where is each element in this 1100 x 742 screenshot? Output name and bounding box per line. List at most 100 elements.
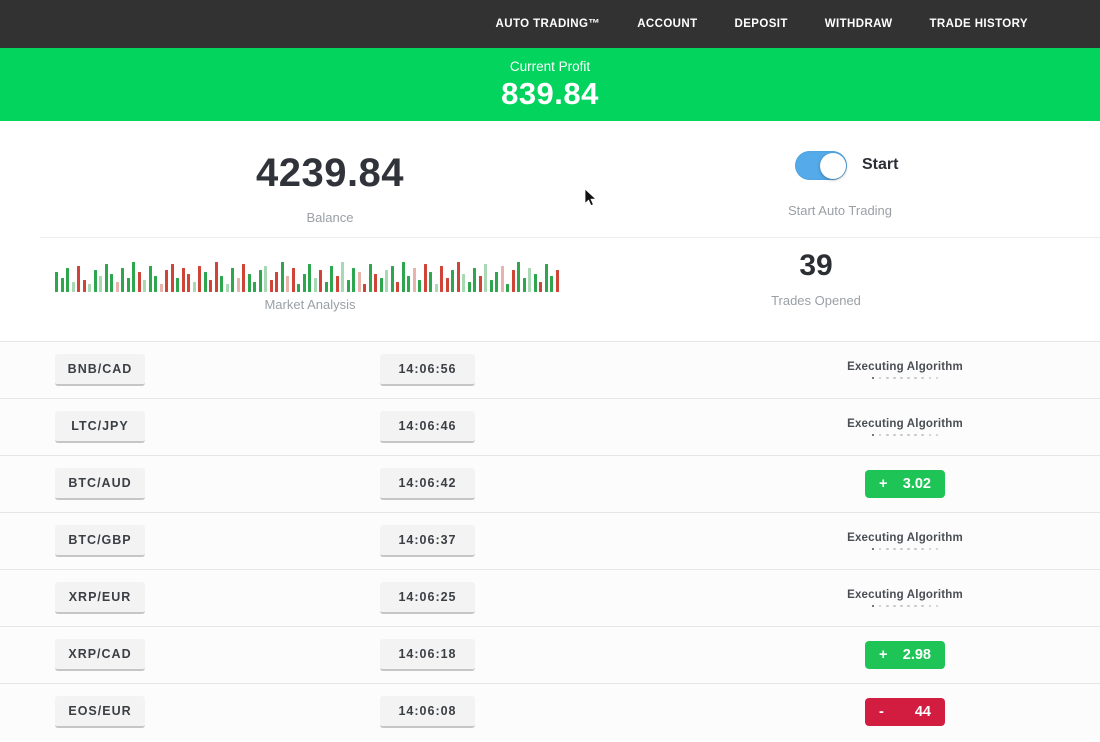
progress-dot: [893, 433, 896, 437]
trade-time-cell: 14:06:25: [380, 582, 710, 614]
market-bar: [528, 268, 531, 292]
progress-dot: [928, 547, 932, 551]
market-bar: [539, 282, 542, 292]
market-bar: [445, 278, 449, 292]
progress-dot: [900, 433, 903, 437]
market-bar: [385, 270, 388, 292]
trade-pair-badge: LTC/JPY: [55, 411, 145, 443]
executing-algorithm-label: Executing Algorithm: [847, 588, 963, 601]
market-bar: [335, 276, 339, 292]
market-bar: [440, 266, 443, 292]
trade-row: LTC/JPY 14:06:46 Executing Algorithm: [0, 398, 1100, 455]
market-bar: [511, 270, 515, 292]
market-bar: [506, 284, 509, 292]
progress-dot: [900, 547, 903, 551]
current-profit-value: 839.84: [501, 76, 599, 111]
trade-pair-cell: BTC/AUD: [0, 468, 380, 500]
trade-status-cell: Executing Algorithm: [710, 361, 1100, 380]
balance-label: Balance: [306, 210, 354, 225]
market-bar: [88, 284, 91, 292]
trade-time-cell: 14:06:42: [380, 468, 710, 500]
trade-status-cell: Executing Algorithm: [710, 589, 1100, 608]
trade-result-badge: - 44: [865, 698, 945, 726]
balance-block: 4239.84 Balance: [40, 151, 620, 225]
market-bar: [154, 276, 157, 292]
trade-pair-cell: EOS/EUR: [0, 696, 380, 728]
trade-pair-badge: BTC/GBP: [55, 525, 145, 557]
balance-value: 4239.84: [255, 151, 405, 195]
market-bar: [275, 272, 278, 292]
market-bar: [55, 272, 58, 292]
trade-time-badge: 14:06:18: [380, 639, 475, 671]
market-bar: [357, 272, 361, 292]
trade-pair-badge: XRP/CAD: [55, 639, 145, 671]
market-bar: [198, 266, 201, 292]
nav-item-account[interactable]: ACCOUNT: [637, 18, 698, 30]
nav-item-withdraw[interactable]: WITHDRAW: [824, 18, 893, 30]
trade-time-cell: 14:06:37: [380, 525, 710, 557]
trade-result-badge: + 2.98: [865, 641, 945, 669]
market-bar: [286, 276, 289, 292]
trade-row: BTC/GBP 14:06:37 Executing Algorithm: [0, 512, 1100, 569]
market-bar: [104, 264, 108, 292]
market-bar: [412, 268, 416, 292]
market-bar: [66, 268, 69, 292]
progress-dot: [914, 604, 917, 608]
market-bar: [165, 270, 168, 292]
trade-pair-cell: LTC/JPY: [0, 411, 380, 443]
market-bar: [291, 268, 295, 292]
market-bar: [489, 280, 493, 292]
market-bar: [462, 274, 465, 292]
market-bar: [522, 278, 526, 292]
progress-dot: [921, 433, 925, 437]
progress-dot: [900, 376, 903, 380]
progress-dots: [847, 376, 963, 380]
toggle-start-label: Start: [862, 156, 899, 173]
market-bar: [302, 274, 306, 292]
market-bar: [352, 268, 355, 292]
market-bar: [181, 268, 185, 292]
market-bar: [115, 282, 119, 292]
market-bar: [341, 262, 344, 292]
progress-dot: [914, 433, 917, 437]
trade-time-badge: 14:06:37: [380, 525, 475, 557]
executing-status: Executing Algorithm: [847, 418, 963, 437]
toggle-track[interactable]: [795, 151, 847, 180]
market-bar: [126, 278, 130, 292]
market-bar: [544, 264, 548, 292]
market-bar: [478, 276, 482, 292]
trade-time-cell: 14:06:18: [380, 639, 710, 671]
market-bar: [264, 266, 267, 292]
market-bar: [451, 270, 454, 292]
result-value: 44: [914, 704, 931, 720]
market-bar: [203, 272, 207, 292]
market-bar: [280, 262, 284, 292]
trade-time-cell: 14:06:08: [380, 696, 710, 728]
progress-dot: [893, 604, 896, 608]
market-bar: [269, 280, 273, 292]
trades-opened-value: 39: [799, 249, 833, 282]
market-analysis-section: Market Analysis 39 Trades Opened: [0, 237, 1100, 341]
executing-status: Executing Algorithm: [847, 361, 963, 380]
market-bar: [401, 262, 405, 292]
trade-pair-badge: EOS/EUR: [55, 696, 145, 728]
progress-dot: [893, 376, 896, 380]
trade-status-cell: Executing Algorithm: [710, 418, 1100, 437]
nav-item-deposit[interactable]: DEPOSIT: [734, 18, 788, 30]
market-bar: [379, 278, 383, 292]
top-nav: AUTO TRADING™ ACCOUNT DEPOSIT WITHDRAW T…: [0, 0, 1100, 48]
trade-row: BNB/CAD 14:06:56 Executing Algorithm: [0, 341, 1100, 398]
market-bar: [121, 268, 124, 292]
progress-dot: [935, 433, 939, 437]
toggle-knob[interactable]: [819, 152, 846, 179]
progress-dot: [928, 604, 932, 608]
auto-trading-toggle[interactable]: [795, 151, 847, 180]
market-bar: [137, 272, 141, 292]
market-analysis-chart: [55, 258, 559, 292]
nav-item-auto-trading[interactable]: AUTO TRADING™: [495, 18, 601, 30]
progress-dot: [921, 376, 925, 380]
nav-item-trade-history[interactable]: TRADE HISTORY: [929, 18, 1028, 30]
market-bar: [60, 278, 64, 292]
market-bar: [484, 264, 487, 292]
trades-opened-label: Trades Opened: [771, 293, 861, 308]
